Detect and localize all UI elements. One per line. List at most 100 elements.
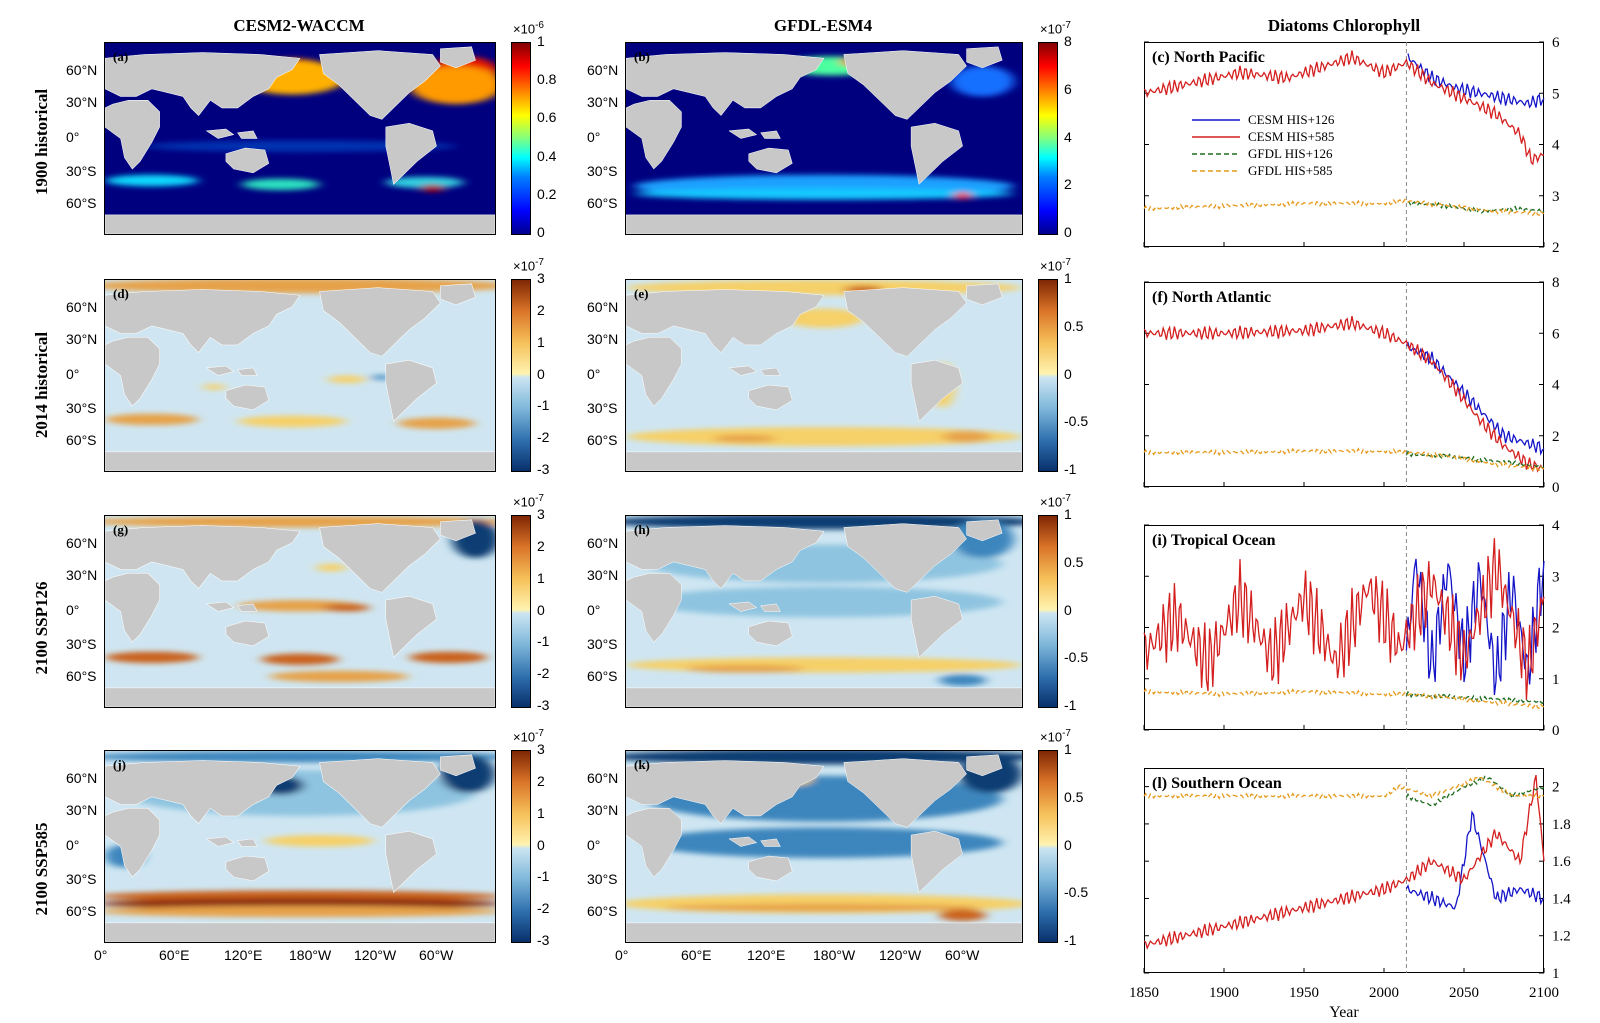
map-field	[626, 516, 1022, 707]
panel-letter: (h)	[634, 522, 650, 537]
series-line	[1405, 450, 1545, 470]
longitude-label: 0°	[94, 947, 108, 963]
colorbar-exponent: ×10-7	[513, 728, 544, 745]
x-tick-label: 1850	[1129, 985, 1159, 1001]
field-anomaly	[105, 516, 495, 528]
colorbar-tick-label: -3	[537, 932, 550, 948]
colorbar-tick-label: 6	[1064, 80, 1072, 97]
colorbar-tick-label: -0.5	[1064, 649, 1089, 666]
x-axis-label: Year	[1329, 1004, 1359, 1021]
latitude-label: 60°N	[587, 534, 619, 551]
colorbar-tick-label: 1	[537, 33, 545, 49]
column-title-gfdl: GFDL-ESM4	[773, 16, 873, 35]
longitude-label: 120°W	[879, 947, 922, 963]
latitude-label: 0°	[66, 601, 80, 618]
land-mask	[105, 520, 495, 707]
colorbar-exponent: ×10-6	[513, 20, 544, 37]
map-panel: (a)	[104, 42, 496, 235]
colorbar-tick-label: 2	[537, 772, 545, 789]
field-anomaly	[105, 751, 495, 763]
x-tick-label: 1950	[1289, 985, 1319, 1001]
colorbar-tick-label: 0.5	[1064, 317, 1084, 334]
latitude-label: 30°S	[587, 399, 618, 416]
series-line	[1143, 774, 1545, 950]
colorbar-tick-label: -3	[537, 697, 550, 713]
panel-letter: (e)	[634, 286, 649, 301]
timeseries-svg: 0 2 4 6 8 (f) North Atlantic	[1143, 275, 1560, 496]
colorbar-tick-label: 8	[1064, 33, 1072, 49]
y-tick-label: 0	[1552, 480, 1560, 496]
field-anomaly	[385, 176, 464, 189]
plot-frame	[1144, 42, 1544, 247]
legend-entry: GFDL HIS+585	[1248, 163, 1333, 178]
series-line	[1407, 200, 1545, 215]
colorbar-tick-label: 0.4	[537, 147, 557, 164]
latitude-label: 30°S	[66, 870, 97, 887]
colorbar	[1038, 515, 1058, 708]
land-mask	[105, 284, 495, 471]
y-tick-label: 1.4	[1552, 891, 1571, 907]
legend: CESM HIS+126 CESM HIS+585 GFDL HIS+126 GFDL…	[1192, 112, 1335, 178]
y-tick-label: 5	[1552, 86, 1560, 102]
colorbar-exponent: ×10-7	[513, 493, 544, 510]
field-anomaly	[144, 140, 456, 152]
field-anomaly	[105, 905, 495, 918]
latitude-label: 60°S	[66, 668, 97, 685]
colorbar-tick-label: 4	[1064, 128, 1072, 145]
colorbar-tick-label: 1	[537, 804, 545, 821]
y-tick-label: 1	[1552, 966, 1560, 982]
latitude-label: 60°S	[66, 432, 97, 449]
field-anomaly	[942, 430, 991, 443]
colorbar-tick-label: 0	[537, 224, 545, 240]
field-anomaly	[323, 603, 371, 612]
colorbar-tick-label: 1	[537, 333, 545, 350]
longitude-label: 120°E	[747, 947, 786, 963]
latitude-label: 0°	[66, 128, 80, 145]
field-anomaly	[938, 674, 987, 686]
field-anomaly	[237, 415, 347, 428]
y-tick-label: 6	[1552, 326, 1560, 342]
y-tick-label: 4	[1552, 518, 1560, 534]
colorbar-tick-label: -3	[537, 461, 550, 477]
series-line	[1143, 50, 1545, 166]
legend-entry: GFDL HIS+126	[1248, 146, 1333, 161]
y-tick-label: 4	[1552, 138, 1560, 154]
field-anomaly	[950, 65, 1015, 97]
land-mask	[105, 47, 495, 234]
panel-letter: (a)	[113, 49, 129, 64]
map-panel: (h)	[625, 515, 1023, 708]
y-tick-label: 2	[1552, 621, 1560, 637]
latitude-label: 60°S	[66, 903, 97, 920]
y-tick-label: 3	[1552, 189, 1560, 205]
field-anomaly	[105, 174, 199, 187]
longitude-label: 0°	[615, 947, 629, 963]
latitude-label: 60°N	[66, 298, 98, 315]
latitude-label: 60°N	[587, 298, 619, 315]
x-tick-label: 2050	[1449, 985, 1479, 1001]
field-anomaly	[268, 670, 410, 683]
land-mask	[105, 755, 495, 942]
latitude-label: 60°S	[587, 668, 618, 685]
series-line	[1407, 53, 1545, 109]
colorbar-exponent: ×10-7	[1040, 493, 1071, 510]
longitude-label: 60°E	[681, 947, 712, 963]
field-anomaly	[784, 308, 864, 328]
field-anomaly	[713, 434, 777, 443]
colorbar-tick-label: 1	[1064, 270, 1072, 286]
series-line	[1143, 447, 1545, 472]
row-label-2014-historical: 2014 historical	[32, 331, 51, 439]
colorbar-tick-label: -1	[537, 868, 550, 885]
x-tick-label: 1900	[1209, 985, 1239, 1001]
colorbar-tick-label: 0	[1064, 601, 1072, 618]
map-field	[105, 280, 495, 471]
latitude-label: 30°N	[66, 802, 98, 819]
panel-title: (l) Southern Ocean	[1152, 775, 1282, 792]
colorbar-tick-label: 0	[537, 365, 545, 382]
colorbar-tick-label: 0.8	[537, 71, 557, 88]
land-mask	[626, 755, 1022, 942]
panel-title: (i) Tropical Ocean	[1152, 532, 1276, 549]
latitude-label: 0°	[66, 365, 80, 382]
panel-title: (c) North Pacific	[1152, 49, 1265, 66]
series-line	[1405, 810, 1545, 910]
field-anomaly	[327, 375, 367, 384]
